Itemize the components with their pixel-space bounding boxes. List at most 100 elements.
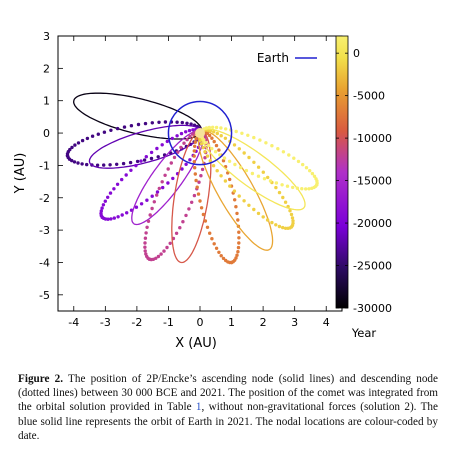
node-point-descending <box>72 160 77 164</box>
node-point-descending <box>256 165 261 169</box>
node-point-descending <box>163 173 167 177</box>
x-tick-label: -2 <box>131 316 142 329</box>
node-point-descending <box>234 205 238 209</box>
node-point-descending <box>190 200 194 204</box>
node-point-descending <box>210 237 214 241</box>
node-point-descending <box>112 187 116 191</box>
node-path-ascending <box>131 129 205 226</box>
node-point-descending <box>193 166 197 170</box>
sun-marker <box>195 128 205 139</box>
node-point-descending <box>172 155 177 160</box>
node-point-descending <box>242 199 246 203</box>
node-point-descending <box>155 193 159 197</box>
node-point-descending <box>219 134 223 138</box>
node-point-descending <box>150 206 154 211</box>
node-point-descending <box>215 131 219 136</box>
node-point-descending <box>191 128 195 132</box>
node-point-descending <box>134 163 138 168</box>
node-point-descending <box>233 162 237 167</box>
node-point-descending <box>170 136 174 141</box>
node-point-descending <box>201 145 205 150</box>
node-point-descending <box>199 142 204 146</box>
node-point-descending <box>135 159 140 164</box>
node-point-descending <box>142 158 147 162</box>
node-point-descending <box>237 147 241 151</box>
node-point-descending <box>213 150 218 154</box>
node-point-descending <box>221 159 226 163</box>
node-point-descending <box>207 133 212 138</box>
node-point-descending <box>115 126 120 131</box>
node-point-descending <box>281 225 285 230</box>
node-point-descending <box>234 256 238 260</box>
node-point-descending <box>192 149 196 153</box>
node-point-descending <box>160 143 164 147</box>
node-point-descending <box>95 163 100 167</box>
node-point-descending <box>252 135 256 140</box>
node-point-descending <box>165 139 169 144</box>
node-point-descending <box>168 241 172 245</box>
node-point-descending <box>90 134 95 138</box>
node-point-descending <box>115 162 119 166</box>
node-point-descending <box>184 130 188 134</box>
node-point-descending <box>283 226 288 230</box>
node-point-descending <box>129 168 133 172</box>
node-point-descending <box>291 185 295 190</box>
node-point-descending <box>228 177 232 182</box>
node-point-descending <box>70 145 74 150</box>
node-point-descending <box>281 195 285 200</box>
node-point-descending <box>295 186 300 190</box>
node-point-descending <box>210 136 214 140</box>
node-point-descending <box>217 148 221 152</box>
chart: -4 -3 -2 -1 0 1 2 3 4 3 2 1 0 -1 -2 -3 -4 -5 X (AU) Y (AU… <box>13 30 392 351</box>
caption-label: Figure 2. <box>18 373 64 385</box>
node-point-descending <box>214 246 219 250</box>
node-point-descending <box>258 138 262 142</box>
node-point-descending <box>156 254 161 259</box>
node-point-descending <box>210 146 214 151</box>
node-point-descending <box>296 159 301 164</box>
node-point-descending <box>103 217 108 221</box>
plot-area <box>65 92 319 265</box>
x-axis-label: X (AU) <box>175 336 217 351</box>
colorbar-tick-label: -10000 <box>353 132 392 145</box>
node-point-descending <box>187 128 192 133</box>
node-point-descending <box>204 141 208 145</box>
node-point-descending <box>224 127 228 131</box>
node-point-descending <box>214 143 219 148</box>
node-point-descending <box>312 174 317 178</box>
node-point-descending <box>208 231 212 235</box>
colorbar-tick-label: -5000 <box>353 90 385 103</box>
node-point-descending <box>240 131 244 135</box>
node-point-descending <box>157 186 161 191</box>
colorbar-tick-label: 0 <box>353 47 360 60</box>
y-tick-label: -5 <box>39 289 50 302</box>
node-point-descending <box>194 178 198 183</box>
node-point-descending <box>136 122 141 127</box>
node-point-descending <box>143 245 147 249</box>
node-point-descending <box>109 217 113 221</box>
node-point-descending <box>252 207 256 212</box>
node-point-descending <box>182 141 186 145</box>
node-point-descending <box>171 176 175 181</box>
node-point-descending <box>211 125 215 129</box>
node-point-descending <box>277 190 282 195</box>
node-point-descending <box>217 250 221 254</box>
node-point-descending <box>288 209 292 213</box>
node-point-descending <box>108 191 113 195</box>
node-point-descending <box>315 183 319 187</box>
node-point-descending <box>200 167 205 172</box>
node-point-descending <box>139 159 143 163</box>
node-point-descending <box>198 199 202 203</box>
node-point-descending <box>203 156 207 160</box>
node-point-descending <box>276 147 280 151</box>
node-point-descending <box>199 206 204 210</box>
node-point-descending <box>247 155 251 160</box>
node-point-descending <box>300 187 304 191</box>
y-tick-label: -1 <box>39 159 50 172</box>
node-point-descending <box>301 162 305 167</box>
node-point-descending <box>152 200 156 204</box>
node-point-descending <box>174 231 179 235</box>
node-point-descending <box>261 170 265 174</box>
node-point-descending <box>125 211 129 215</box>
node-point-descending <box>215 169 219 173</box>
